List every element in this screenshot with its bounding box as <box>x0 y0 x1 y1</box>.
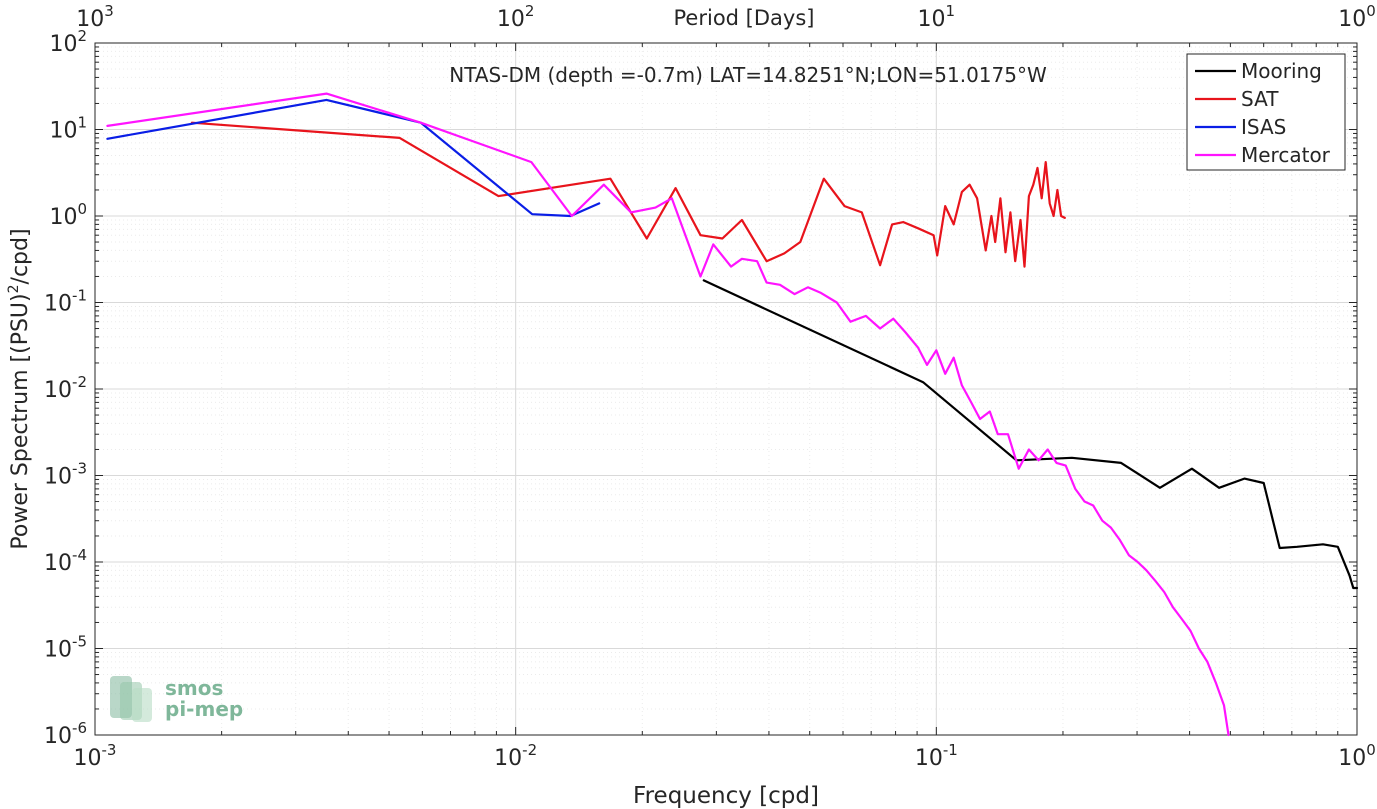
smos-pi-mep-logo: smos pi-mep <box>110 676 243 722</box>
top-tick-label-exp: 0 <box>1366 2 1376 20</box>
top-tick-label-exp: 3 <box>104 2 114 20</box>
y-tick-label-exp: 2 <box>77 27 87 45</box>
y-tick-label: 102 <box>49 27 87 57</box>
y-tick-label: 101 <box>49 114 87 144</box>
y-tick-label-exp: -6 <box>72 719 87 737</box>
x-tick-label-exp: -1 <box>943 741 958 759</box>
x-tick-label: 10-2 <box>494 741 537 771</box>
x-tick-label-base: 10 <box>74 746 102 771</box>
legend-label-isas: ISAS <box>1241 115 1286 139</box>
series-line-sat <box>190 121 1066 268</box>
logo-shape-front <box>132 688 152 722</box>
y-axis-label: Power Spectrum [(PSU)2/cpd] <box>6 228 33 549</box>
y-tick-label-exp: -5 <box>72 633 87 651</box>
y-tick-label-exp: -4 <box>72 546 87 564</box>
x-tick-label: 10-3 <box>74 741 117 771</box>
top-tick-label-base: 10 <box>497 7 525 32</box>
top-tick-label-base: 10 <box>1338 7 1366 32</box>
series-lines <box>106 92 1359 737</box>
x-axis-label: Frequency [cpd] <box>633 783 819 809</box>
x-tick-label-exp: 0 <box>1366 741 1376 759</box>
top-tick-label-exp: 2 <box>525 2 535 20</box>
top-tick-label-base: 10 <box>918 7 946 32</box>
legend-label-mooring: Mooring <box>1241 59 1322 83</box>
x-tick-label-exp: -2 <box>522 741 537 759</box>
legend-label-sat: SAT <box>1241 87 1279 111</box>
legend: Mooring SAT ISAS Mercator <box>1186 53 1346 171</box>
y-tick-label-base: 10 <box>44 465 72 490</box>
y-tick-label-exp: -2 <box>72 373 87 391</box>
x-tick-label: 10-1 <box>915 741 958 771</box>
top-axis-label: Period [Days] <box>674 6 815 30</box>
top-tick-label-exp: 1 <box>946 2 956 20</box>
y-tick-label-base: 10 <box>49 32 77 57</box>
x-tick-label: 100 <box>1338 741 1376 771</box>
y-tick-label: 10-4 <box>44 546 87 576</box>
y-tick-label: 10-3 <box>44 460 87 490</box>
y-tick-label-base: 10 <box>44 551 72 576</box>
y-tick-label-exp: 1 <box>77 114 87 132</box>
logo-text-pi-mep: pi-mep <box>165 697 243 721</box>
y-tick-label-base: 10 <box>49 205 77 230</box>
x-tick-label-base: 10 <box>494 746 522 771</box>
x-tick-label-base: 10 <box>915 746 943 771</box>
y-tick-label: 10-6 <box>44 719 87 749</box>
y-tick-label: 10-2 <box>44 373 87 403</box>
y-tick-label-base: 10 <box>44 724 72 749</box>
x-tick-label-exp: -3 <box>102 741 117 759</box>
y-tick-label-base: 10 <box>44 378 72 403</box>
top-tick-label: 102 <box>497 2 535 32</box>
top-tick-label: 103 <box>76 2 114 32</box>
top-tick-label-base: 10 <box>76 7 104 32</box>
y-tick-label-exp: -1 <box>72 287 87 305</box>
series-line-mercator <box>106 92 1230 737</box>
x-tick-label-base: 10 <box>1338 746 1366 771</box>
y-tick-label-base: 10 <box>44 292 72 317</box>
top-tick-label: 100 <box>1338 2 1376 32</box>
legend-box <box>1186 53 1346 171</box>
y-tick-label: 10-5 <box>44 633 87 663</box>
y-tick-label: 10-1 <box>44 287 87 317</box>
y-axis-label-tail: /cpd] <box>8 228 33 284</box>
y-tick-label-base: 10 <box>44 638 72 663</box>
y-axis-label-sup: 2 <box>6 284 22 293</box>
legend-label-mercator: Mercator <box>1241 143 1331 167</box>
chart-title: NTAS-DM (depth =-0.7m) LAT=14.8251°N;LON… <box>449 63 1047 87</box>
y-tick-label-exp: 0 <box>77 200 87 218</box>
y-axis-label-main: Power Spectrum [(PSU) <box>8 293 33 549</box>
y-tick-label-exp: -3 <box>72 460 87 478</box>
logo-text-smos: smos <box>165 676 223 700</box>
y-tick-label-base: 10 <box>49 119 77 144</box>
y-tick-label: 100 <box>49 200 87 230</box>
top-tick-label: 101 <box>918 2 956 32</box>
